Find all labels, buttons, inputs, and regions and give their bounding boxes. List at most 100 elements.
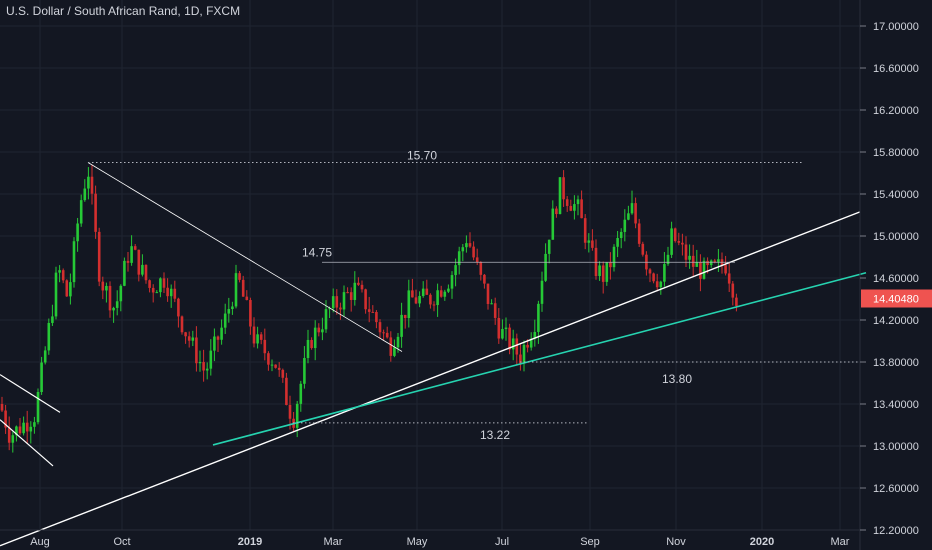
candle-body [324, 309, 328, 330]
candle-body [547, 239, 551, 254]
support-trendline [212, 271, 867, 446]
candle-body [537, 303, 540, 332]
candle-body [429, 294, 432, 305]
candle-body [382, 332, 385, 334]
candle-body [616, 238, 619, 247]
candle-body [209, 350, 213, 369]
y-tick-label: 14.20000 [873, 315, 919, 327]
candle-body [587, 240, 591, 243]
candle-body [562, 177, 565, 200]
candle-body [169, 288, 173, 297]
level-labels: 15.70 14.75 13.80 13.22 [302, 149, 692, 442]
candle-body [155, 292, 159, 294]
candle-body [58, 270, 61, 273]
candle-body [130, 246, 133, 263]
y-tick-label: 15.40000 [873, 189, 919, 201]
level-label: 13.80 [662, 372, 692, 386]
candle-body [180, 316, 184, 333]
last-price-badge: 14.40480 [861, 289, 932, 308]
candle-body [263, 339, 267, 354]
candle-body [497, 317, 501, 339]
candle-body [198, 362, 202, 364]
candle-body [551, 208, 555, 240]
x-tick-label: 2020 [750, 536, 774, 548]
price-axis[interactable]: 12.20000 12.60000 13.00000 13.40000 13.80000… [860, 21, 919, 537]
candle-body [7, 427, 11, 443]
candle-body [583, 218, 587, 243]
chart-grid [0, 0, 860, 531]
candle-body [259, 334, 263, 340]
y-tick-label: 16.20000 [873, 105, 919, 117]
candle-body [605, 262, 609, 282]
candle-body [731, 283, 735, 298]
candle-body [511, 338, 515, 350]
candle-body [274, 364, 277, 368]
candle-body [141, 264, 144, 275]
candle-body [191, 337, 195, 341]
candle-body [673, 228, 677, 242]
candle-body [371, 311, 375, 313]
candle-body [317, 327, 321, 333]
candle-body [241, 279, 245, 297]
candle-body [195, 337, 198, 364]
candle-body [346, 292, 349, 294]
candle-body [33, 422, 36, 427]
candle-body [709, 260, 713, 266]
candle-body [461, 247, 465, 252]
candle-body [270, 364, 274, 366]
candle-body [443, 291, 447, 297]
x-tick-label: Mar [831, 536, 850, 548]
candle-body [454, 265, 457, 276]
y-tick-label: 13.80000 [873, 357, 919, 369]
x-tick-label: 2019 [238, 536, 262, 548]
rising-trendline [0, 211, 861, 547]
time-axis[interactable]: Aug Oct 2019 Mar May Jul Sep Nov 2020 Mar [30, 536, 850, 548]
candle-body [353, 282, 357, 300]
y-tick-label: 16.60000 [873, 63, 919, 75]
candle-body [238, 273, 241, 280]
candle-body [375, 312, 378, 323]
candle-body [252, 326, 256, 344]
candle-body [227, 309, 231, 314]
x-tick-label: Oct [113, 536, 130, 548]
candle-body [533, 331, 537, 339]
candle-body [256, 334, 259, 344]
candle-body [187, 336, 191, 341]
candle-body [526, 344, 529, 348]
candle-body [472, 246, 475, 258]
candle-body [623, 219, 627, 232]
candle-body [483, 274, 486, 284]
candle-body [105, 285, 108, 291]
candle-body [11, 435, 15, 443]
candle-body [360, 284, 364, 290]
candle-body [144, 264, 148, 281]
candle-body [389, 337, 393, 356]
candle-body [702, 260, 706, 279]
candle-body [724, 265, 727, 274]
y-tick-label: 12.20000 [873, 525, 919, 537]
candle-body [540, 280, 544, 304]
candle-body [432, 304, 436, 306]
level-label: 14.75 [302, 245, 332, 259]
candle-body [15, 426, 18, 436]
candle-body [61, 270, 65, 281]
early-channel-upper [0, 374, 61, 413]
candle-body [418, 295, 421, 304]
x-tick-label: Sep [580, 536, 600, 548]
candle-body [339, 307, 342, 310]
candle-body [177, 298, 180, 317]
candle-body [436, 290, 439, 306]
candle-body [706, 260, 709, 266]
candle-body [47, 322, 51, 351]
candle-body [335, 296, 339, 308]
candle-body [648, 269, 652, 274]
candle-body [713, 260, 717, 262]
candle-body [51, 316, 54, 323]
candle-body [450, 275, 454, 289]
candle-body [321, 329, 324, 333]
candle-body [148, 280, 151, 288]
candle-body [544, 253, 547, 281]
candle-body [288, 404, 292, 419]
candle-body [666, 254, 670, 265]
